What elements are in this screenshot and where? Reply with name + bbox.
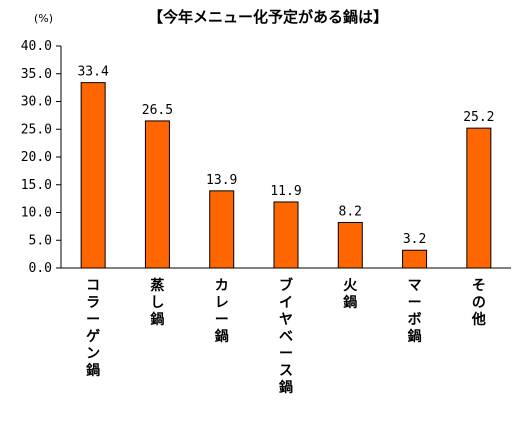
y-axis-unit: (%) (34, 12, 53, 25)
y-tick-label: 10.0 (21, 206, 52, 221)
chart-title: 【今年メニュー化予定がある鍋は】 (148, 8, 388, 26)
x-axis-categories: コラーゲン鍋 蒸し鍋 カレー鍋 ブイヤベース鍋 火鍋 マーボ鍋 その他 (86, 277, 486, 396)
data-label: 3.2 (403, 232, 426, 247)
y-tick-label: 5.0 (29, 233, 52, 248)
x-category-label: 蒸し鍋 (150, 277, 164, 328)
bar (466, 127, 492, 269)
y-tick-label: 20.0 (21, 150, 52, 165)
data-label: 8.2 (339, 204, 362, 219)
bar (80, 82, 106, 269)
y-axis-ticks: 0.0 5.0 10.0 15.0 20.0 25.0 30.0 35.0 40.0 (21, 39, 61, 276)
y-tick-label: 25.0 (21, 122, 52, 137)
bar (144, 120, 170, 269)
data-label: 13.9 (206, 173, 237, 188)
data-label: 33.4 (77, 65, 108, 80)
y-tick-label: 30.0 (21, 95, 52, 110)
x-category-label: マーボ鍋 (408, 278, 422, 345)
x-category-label: コラーゲン鍋 (86, 278, 100, 379)
x-category-label: 火鍋 (343, 278, 358, 311)
x-category-label: その他 (471, 278, 486, 328)
data-label: 25.2 (463, 110, 494, 125)
bar (209, 190, 235, 269)
x-category-label: ブイヤベース鍋 (279, 277, 293, 396)
bar (273, 201, 299, 269)
y-tick-label: 15.0 (21, 178, 52, 193)
x-category-label: カレー鍋 (215, 278, 229, 345)
data-labels: 33.4 26.5 13.9 11.9 8.2 3.2 25.2 (77, 65, 494, 248)
data-label: 26.5 (142, 103, 173, 118)
y-tick-label: 0.0 (29, 261, 52, 276)
data-label: 11.9 (270, 184, 301, 199)
bar (337, 221, 363, 269)
y-tick-label: 40.0 (21, 39, 52, 54)
bar (402, 249, 428, 269)
axes (60, 46, 511, 269)
y-tick-label: 35.0 (21, 67, 52, 82)
